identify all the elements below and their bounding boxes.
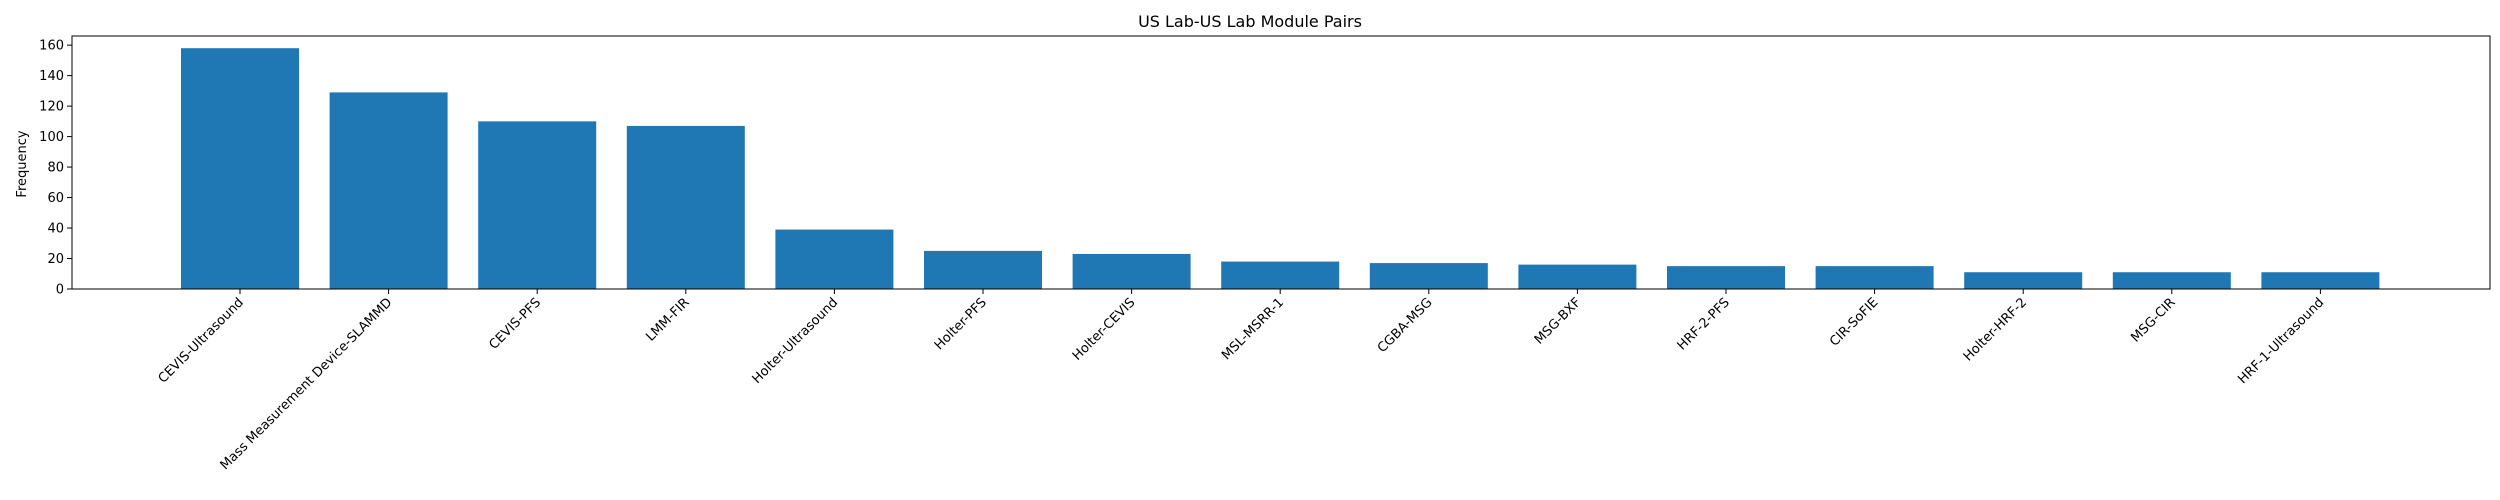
y-tick-label: 0 bbox=[56, 283, 64, 298]
bar bbox=[2112, 272, 2231, 289]
bar bbox=[1667, 266, 1785, 289]
x-tick-label: CGBA-MSG bbox=[1375, 295, 1436, 356]
x-tick-label: Holter-Ultrasound bbox=[750, 295, 842, 387]
x-tick-label: HRF-2-PFS bbox=[1675, 295, 1733, 353]
bar bbox=[1815, 266, 1934, 289]
x-tick-label: MSG-CIR bbox=[2128, 295, 2178, 345]
x-tick-label: CEVIS-PFS bbox=[487, 295, 544, 352]
y-tick-label: 40 bbox=[47, 222, 64, 237]
plot-frame bbox=[71, 35, 2491, 290]
bar bbox=[2261, 272, 2380, 289]
bar bbox=[775, 229, 894, 289]
x-tick-label: LMM-FIR bbox=[643, 295, 692, 344]
y-tick-label: 60 bbox=[47, 191, 64, 206]
bar bbox=[478, 121, 597, 289]
x-tick-label: CIR-SoFIE bbox=[1827, 295, 1881, 349]
y-tick-label: 80 bbox=[47, 161, 64, 176]
y-tick-label: 140 bbox=[39, 69, 64, 84]
bar bbox=[626, 125, 745, 289]
bar bbox=[1964, 272, 2083, 289]
bar bbox=[1518, 264, 1637, 289]
bar bbox=[1072, 253, 1191, 289]
y-tick-label: 20 bbox=[47, 252, 64, 267]
x-tick-label: Holter-PFS bbox=[932, 295, 990, 353]
bar bbox=[924, 250, 1042, 289]
x-tick-label: MSG-BXF bbox=[1532, 295, 1584, 347]
x-tick-label: Mass Measurement Device-SLAMMD bbox=[218, 295, 396, 473]
bar bbox=[181, 48, 299, 289]
y-axis-ticks: 0 20 40 60 80 100 120 140 160 bbox=[39, 39, 72, 298]
y-axis-label: Frequency bbox=[15, 130, 30, 197]
x-tick-label: HRF-1-Ultrasound bbox=[2235, 295, 2327, 387]
bars-layer bbox=[181, 48, 2380, 289]
y-tick-label: 100 bbox=[39, 130, 64, 145]
x-tick-label: Holter-HRF-2 bbox=[1961, 295, 2030, 364]
y-tick-label: 120 bbox=[39, 100, 64, 115]
bar bbox=[1221, 261, 1340, 289]
x-tick-label: MSL-MSRR-1 bbox=[1219, 295, 1287, 363]
chart-title: US Lab-US Lab Module Pairs bbox=[1138, 12, 1362, 31]
x-tick-label: Holter-CEVIS bbox=[1070, 295, 1139, 364]
bar bbox=[1369, 263, 1488, 289]
bar bbox=[329, 92, 448, 289]
x-tick-label: CEVIS-Ultrasound bbox=[156, 295, 247, 386]
y-tick-label: 160 bbox=[39, 39, 64, 54]
